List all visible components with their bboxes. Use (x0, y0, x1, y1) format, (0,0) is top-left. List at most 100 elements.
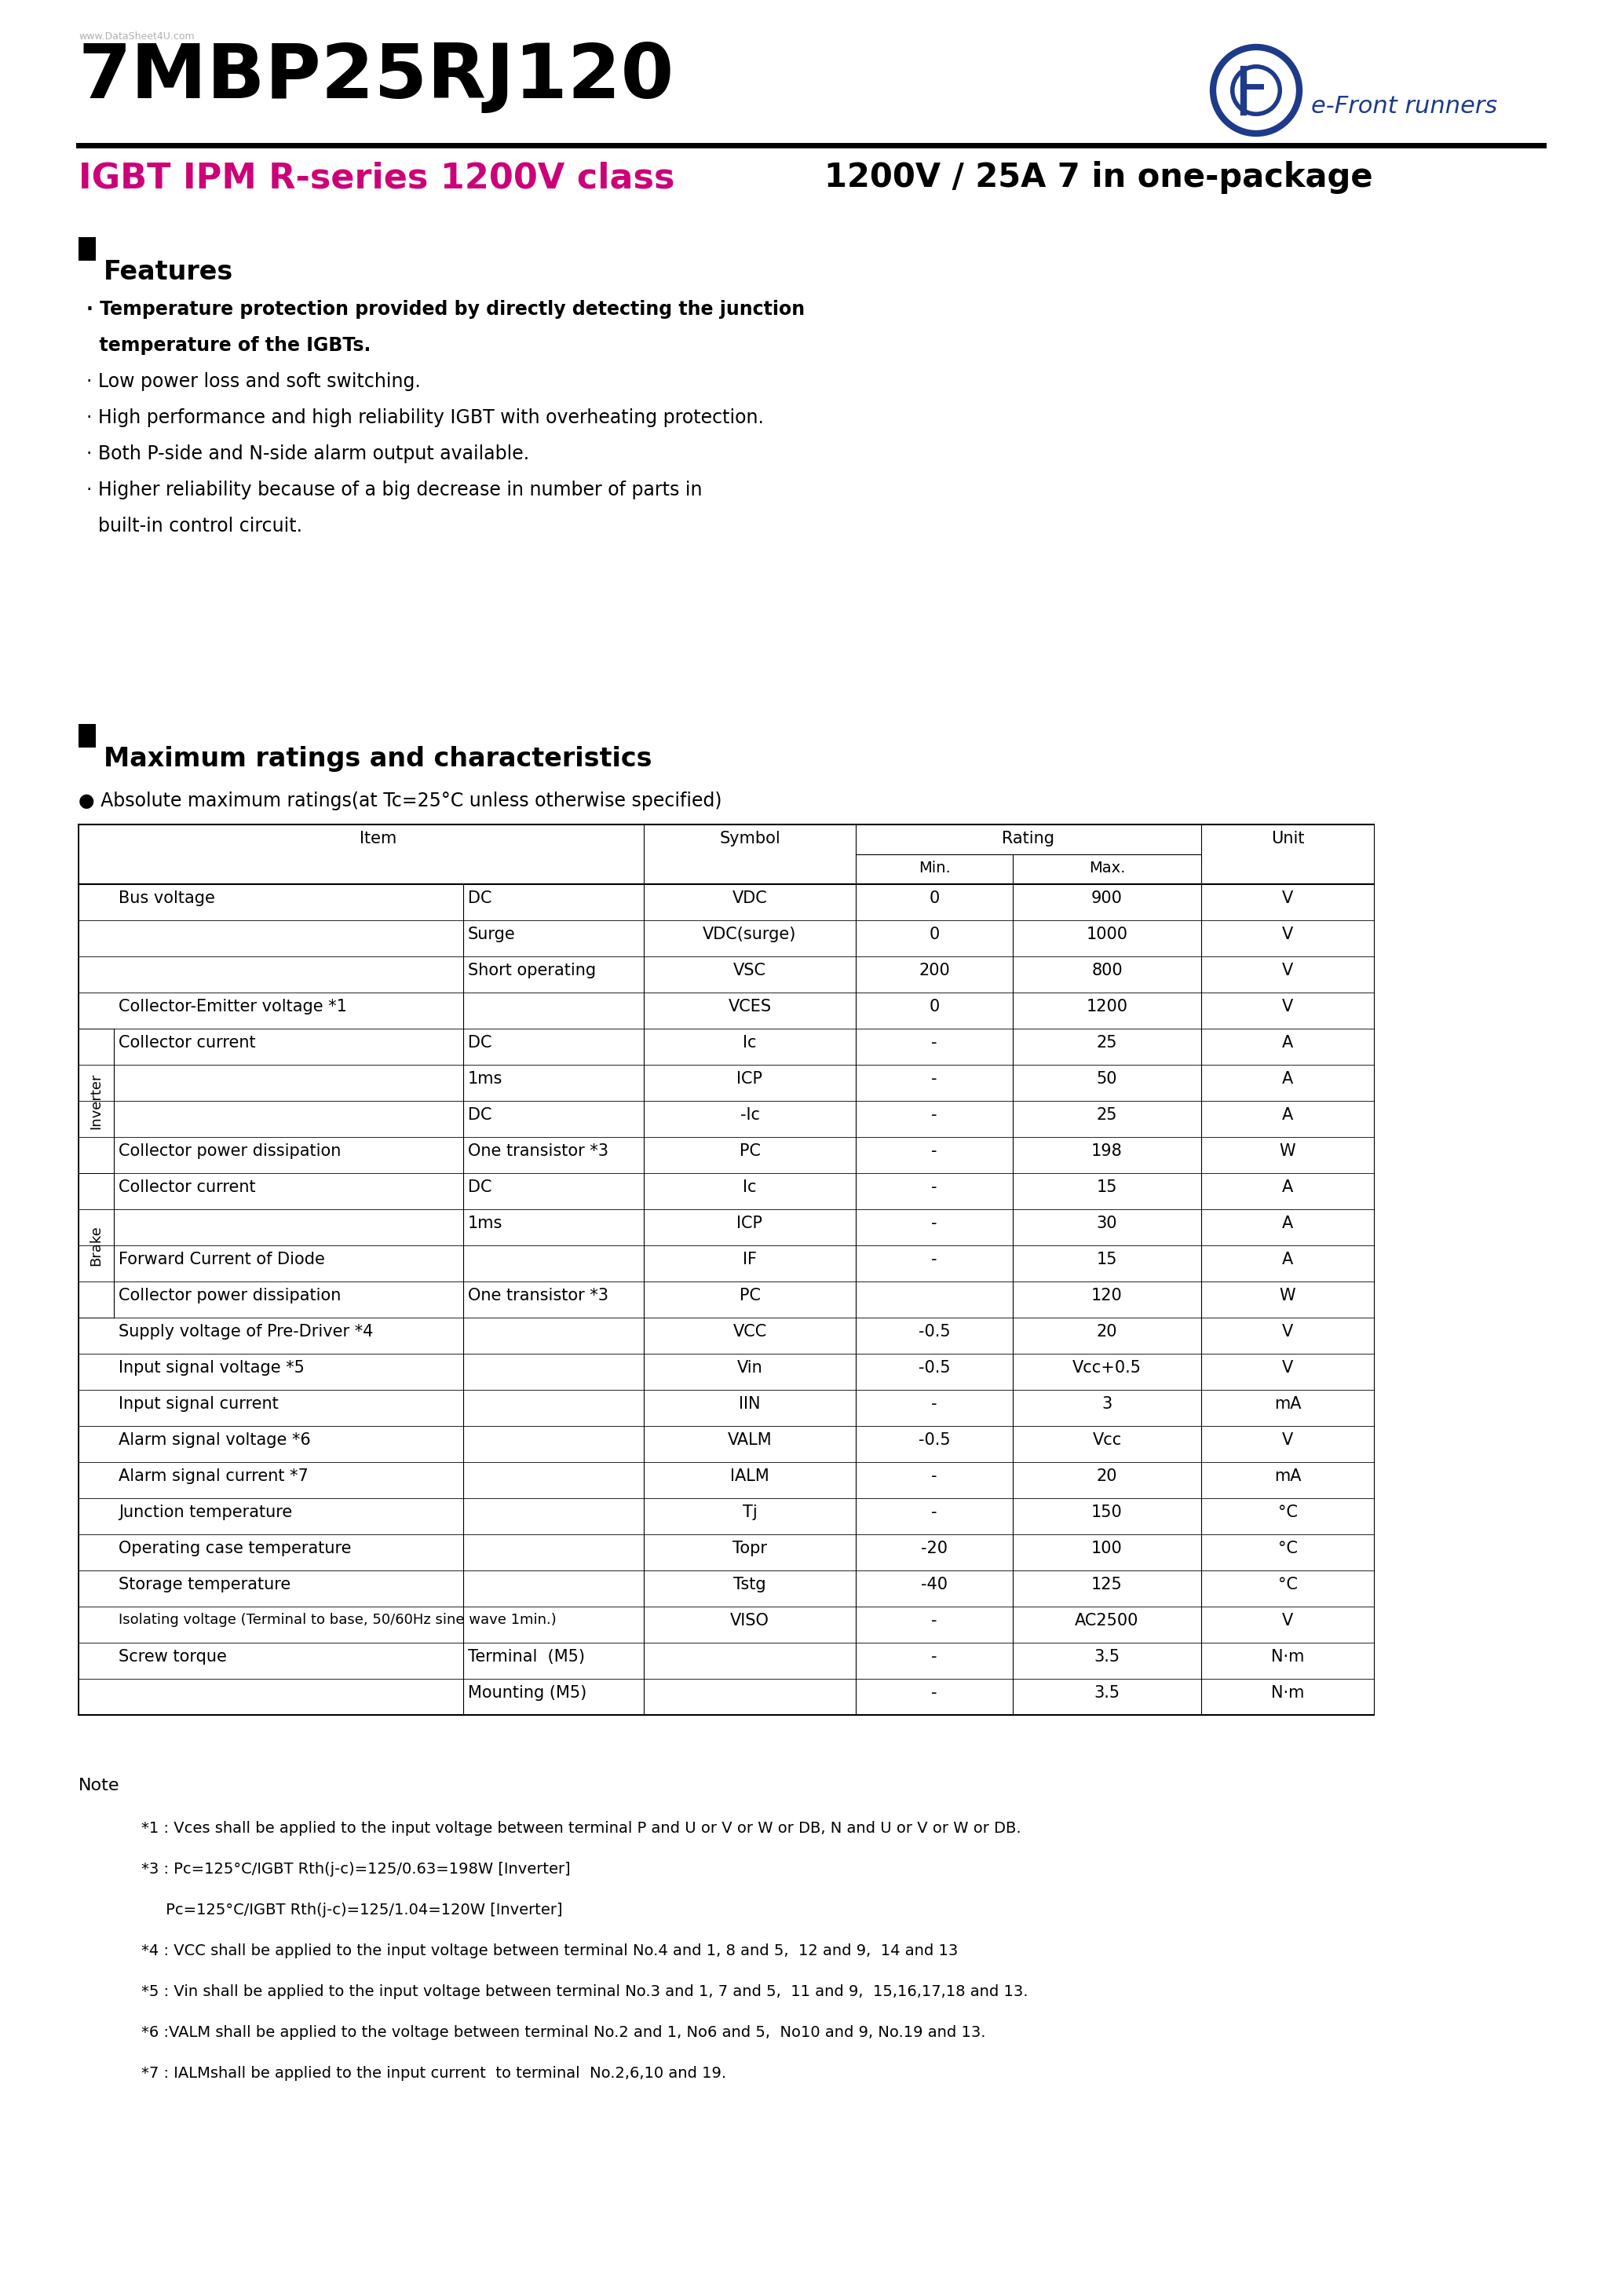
Text: temperature of the IGBTs.: temperature of the IGBTs. (86, 335, 371, 356)
Text: 120: 120 (1092, 1288, 1122, 1304)
Text: PC: PC (740, 1288, 761, 1304)
Text: -: - (931, 1107, 938, 1123)
Text: *3 : Pc=125°C/IGBT Rth(j-c)=125/0.63=198W [Inverter]: *3 : Pc=125°C/IGBT Rth(j-c)=125/0.63=198… (141, 1862, 571, 1876)
Text: Item: Item (360, 831, 397, 847)
Text: 1ms: 1ms (467, 1215, 503, 1231)
Text: A: A (1281, 1035, 1293, 1052)
Text: 1200V / 25A 7 in one-package: 1200V / 25A 7 in one-package (824, 161, 1372, 193)
Text: Junction temperature: Junction temperature (118, 1504, 292, 1520)
Text: AC2500: AC2500 (1075, 1612, 1139, 1628)
Text: Tj: Tj (743, 1504, 757, 1520)
Text: 50: 50 (1096, 1070, 1118, 1086)
Text: Unit: Unit (1272, 831, 1304, 847)
Text: 25: 25 (1096, 1107, 1118, 1123)
Text: Input signal voltage *5: Input signal voltage *5 (118, 1359, 305, 1375)
Text: Screw torque: Screw torque (118, 1649, 227, 1665)
Text: -20: -20 (921, 1541, 947, 1557)
Text: -: - (931, 1396, 938, 1412)
Text: Tstg: Tstg (733, 1577, 766, 1593)
Text: *1 : Vces shall be applied to the input voltage between terminal P and U or V or: *1 : Vces shall be applied to the input … (141, 1821, 1022, 1837)
Text: *6 :VALM shall be applied to the voltage between terminal No.2 and 1, No6 and 5,: *6 :VALM shall be applied to the voltage… (141, 2025, 986, 2041)
Text: -: - (931, 1612, 938, 1628)
Text: V: V (1281, 1433, 1293, 1449)
Text: Mounting (M5): Mounting (M5) (467, 1685, 587, 1701)
Text: -: - (931, 1215, 938, 1231)
Text: One transistor *3: One transistor *3 (467, 1288, 608, 1304)
Text: -: - (931, 1035, 938, 1052)
Text: V: V (1281, 1612, 1293, 1628)
Text: *7 : IALMshall be applied to the input current  to terminal  No.2,6,10 and 19.: *7 : IALMshall be applied to the input c… (141, 2066, 727, 2080)
Text: 3.5: 3.5 (1093, 1685, 1119, 1701)
Text: 30: 30 (1096, 1215, 1118, 1231)
Text: V: V (1281, 1325, 1293, 1339)
Text: Alarm signal voltage *6: Alarm signal voltage *6 (118, 1433, 311, 1449)
Text: 200: 200 (918, 962, 950, 978)
Text: N·m: N·m (1272, 1685, 1304, 1701)
Text: Surge: Surge (467, 928, 516, 941)
Text: Maximum ratings and characteristics: Maximum ratings and characteristics (104, 746, 652, 771)
Text: 1000: 1000 (1087, 928, 1127, 941)
Text: www.DataSheet4U.com: www.DataSheet4U.com (78, 32, 195, 41)
Text: · Temperature protection provided by directly detecting the junction: · Temperature protection provided by dir… (86, 301, 805, 319)
Text: 125: 125 (1092, 1577, 1122, 1593)
Text: · High performance and high reliability IGBT with overheating protection.: · High performance and high reliability … (86, 409, 764, 427)
Text: Collector power dissipation: Collector power dissipation (118, 1288, 341, 1304)
Text: Note: Note (78, 1777, 120, 1793)
Text: mA: mA (1273, 1396, 1301, 1412)
Text: -Ic: -Ic (740, 1107, 759, 1123)
Text: Collector-Emitter voltage *1: Collector-Emitter voltage *1 (118, 999, 347, 1015)
Text: 900: 900 (1092, 891, 1122, 907)
Text: -40: -40 (921, 1577, 947, 1593)
Text: 25: 25 (1096, 1035, 1118, 1052)
Text: VSC: VSC (733, 962, 766, 978)
Text: IALM: IALM (730, 1469, 769, 1483)
Text: N·m: N·m (1272, 1649, 1304, 1665)
Text: VALM: VALM (728, 1433, 772, 1449)
Text: Input signal current: Input signal current (118, 1396, 279, 1412)
Text: -: - (931, 1504, 938, 1520)
Text: -: - (931, 1251, 938, 1267)
Text: One transistor *3: One transistor *3 (467, 1143, 608, 1159)
Text: -: - (931, 1180, 938, 1196)
Text: Terminal  (M5): Terminal (M5) (467, 1649, 586, 1665)
Text: 3: 3 (1101, 1396, 1113, 1412)
Text: 0: 0 (929, 891, 939, 907)
Text: Pc=125°C/IGBT Rth(j-c)=125/1.04=120W [Inverter]: Pc=125°C/IGBT Rth(j-c)=125/1.04=120W [In… (141, 1903, 563, 1917)
Text: 15: 15 (1096, 1251, 1118, 1267)
Text: °C: °C (1278, 1541, 1298, 1557)
Text: DC: DC (467, 1035, 491, 1052)
Text: V: V (1281, 999, 1293, 1015)
Text: *4 : VCC shall be applied to the input voltage between terminal No.4 and 1, 8 an: *4 : VCC shall be applied to the input v… (141, 1942, 959, 1958)
Text: °C: °C (1278, 1577, 1298, 1593)
Text: Inverter: Inverter (89, 1072, 102, 1130)
Text: 100: 100 (1092, 1541, 1122, 1557)
Text: V: V (1281, 891, 1293, 907)
Text: A: A (1281, 1215, 1293, 1231)
Text: · Low power loss and soft switching.: · Low power loss and soft switching. (86, 372, 420, 390)
Text: 7MBP25RJ120: 7MBP25RJ120 (78, 41, 675, 115)
Text: VDC(surge): VDC(surge) (702, 928, 796, 941)
Text: V: V (1281, 1359, 1293, 1375)
Text: Rating: Rating (1002, 831, 1054, 847)
Text: ICP: ICP (736, 1070, 762, 1086)
Text: -0.5: -0.5 (918, 1325, 950, 1339)
Text: -: - (931, 1143, 938, 1159)
Text: mA: mA (1273, 1469, 1301, 1483)
Text: -: - (931, 1649, 938, 1665)
Text: Topr: Topr (733, 1541, 767, 1557)
Text: 150: 150 (1092, 1504, 1122, 1520)
Text: 20: 20 (1096, 1325, 1118, 1339)
Text: V: V (1281, 928, 1293, 941)
Text: VISO: VISO (730, 1612, 769, 1628)
Text: ● Absolute maximum ratings(at Tc=25°C unless otherwise specified): ● Absolute maximum ratings(at Tc=25°C un… (78, 792, 722, 810)
Text: Operating case temperature: Operating case temperature (118, 1541, 352, 1557)
Text: V: V (1281, 962, 1293, 978)
Text: Ic: Ic (743, 1035, 756, 1052)
Text: IF: IF (743, 1251, 757, 1267)
Text: *5 : Vin shall be applied to the input voltage between terminal No.3 and 1, 7 an: *5 : Vin shall be applied to the input v… (141, 1984, 1028, 2000)
Text: Vin: Vin (736, 1359, 762, 1375)
Text: Collector current: Collector current (118, 1035, 256, 1052)
Text: Brake: Brake (89, 1226, 102, 1265)
Text: W: W (1280, 1288, 1296, 1304)
Text: Features: Features (104, 259, 234, 285)
